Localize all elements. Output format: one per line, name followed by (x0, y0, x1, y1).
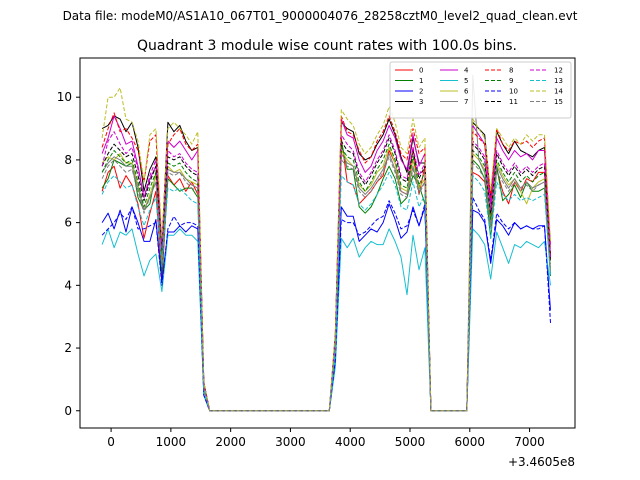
x-tick-label: 3000 (275, 435, 306, 449)
legend-label-1: 1 (419, 77, 423, 85)
series-line-12 (101, 131, 551, 412)
legend-label-15: 15 (554, 98, 563, 106)
x-tick-label: 4000 (335, 435, 366, 449)
series-line-5 (101, 228, 551, 412)
series-line-9 (101, 143, 551, 412)
series-line-6 (101, 146, 551, 412)
legend-label-11: 11 (509, 98, 518, 106)
x-tick-label: 7000 (514, 435, 545, 449)
legend-label-13: 13 (554, 77, 563, 85)
legend-label-8: 8 (509, 67, 513, 75)
y-tick-label: 4 (64, 278, 72, 292)
legend-label-10: 10 (509, 88, 518, 96)
legend-label-0: 0 (419, 67, 423, 75)
legend-label-7: 7 (464, 98, 468, 106)
series-line-14 (101, 87, 551, 412)
series-line-8 (101, 112, 551, 412)
x-tick-label: 5000 (395, 435, 426, 449)
x-tick-label: 1000 (156, 435, 187, 449)
series-line-2 (101, 203, 551, 412)
x-axis: 0 1000 2000 3000 4000 5000 6000 7000 (107, 428, 545, 449)
series-line-10 (101, 197, 551, 412)
legend-label-2: 2 (419, 88, 423, 96)
legend-label-3: 3 (419, 98, 423, 106)
legend-label-12: 12 (554, 67, 563, 75)
chart-title: Quadrant 3 module wise count rates with … (137, 38, 517, 54)
y-tick-label: 8 (64, 153, 72, 167)
series-line-11 (101, 137, 551, 412)
y-tick-label: 2 (64, 341, 72, 355)
y-tick-label: 6 (64, 216, 72, 230)
x-tick-label: 0 (107, 435, 115, 449)
axes-frame (79, 57, 576, 429)
y-tick-label: 10 (57, 90, 72, 104)
legend-label-9: 9 (509, 77, 513, 85)
legend-label-5: 5 (464, 77, 468, 85)
x-tick-label: 6000 (455, 435, 486, 449)
legend-label-4: 4 (464, 67, 469, 75)
series-layer (101, 74, 551, 412)
legend-label-6: 6 (464, 88, 469, 96)
figure-suptitle: Data file: modeM0/AS1A10_067T01_90000040… (63, 9, 578, 23)
y-axis: 0 2 4 6 8 10 (57, 90, 80, 418)
series-line-15 (101, 156, 551, 412)
x-offset-label: +3.4605e8 (508, 455, 575, 469)
plot-area (79, 57, 576, 429)
legend-label-14: 14 (554, 88, 563, 96)
series-line-13 (101, 171, 551, 412)
y-tick-label: 0 (64, 404, 72, 418)
x-tick-label: 2000 (215, 435, 246, 449)
legend-box (389, 61, 572, 119)
